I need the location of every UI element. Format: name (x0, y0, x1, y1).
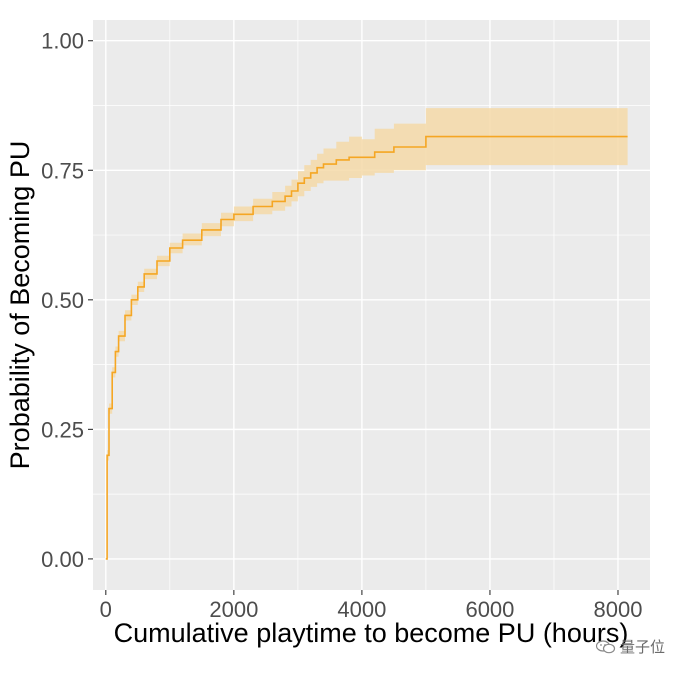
watermark-text: 量子位 (620, 638, 666, 656)
y-axis: 0.00 0.25 0.50 0.75 1.00 (41, 29, 93, 572)
x-tick-label: 2000 (209, 597, 258, 622)
confidence-band (105, 108, 628, 559)
wechat-icon (596, 639, 616, 653)
x-tick-label: 4000 (337, 597, 386, 622)
x-tick-label: 0 (100, 597, 112, 622)
y-tick-label: 0.50 (41, 288, 84, 313)
watermark: 量子位 (596, 636, 665, 657)
y-tick-label: 0.00 (41, 547, 84, 572)
probability-line (105, 135, 628, 560)
x-tick-label: 6000 (465, 597, 514, 622)
y-tick-label: 0.75 (41, 158, 84, 183)
x-tick-label: 8000 (594, 597, 643, 622)
x-axis-title: Cumulative playtime to become PU (hours) (114, 618, 629, 648)
y-axis-title: Probability of Becoming PU (5, 141, 35, 470)
x-axis: 0 2000 4000 6000 8000 (100, 590, 643, 622)
y-tick-label: 1.00 (41, 29, 84, 54)
y-tick-label: 0.25 (41, 417, 84, 442)
